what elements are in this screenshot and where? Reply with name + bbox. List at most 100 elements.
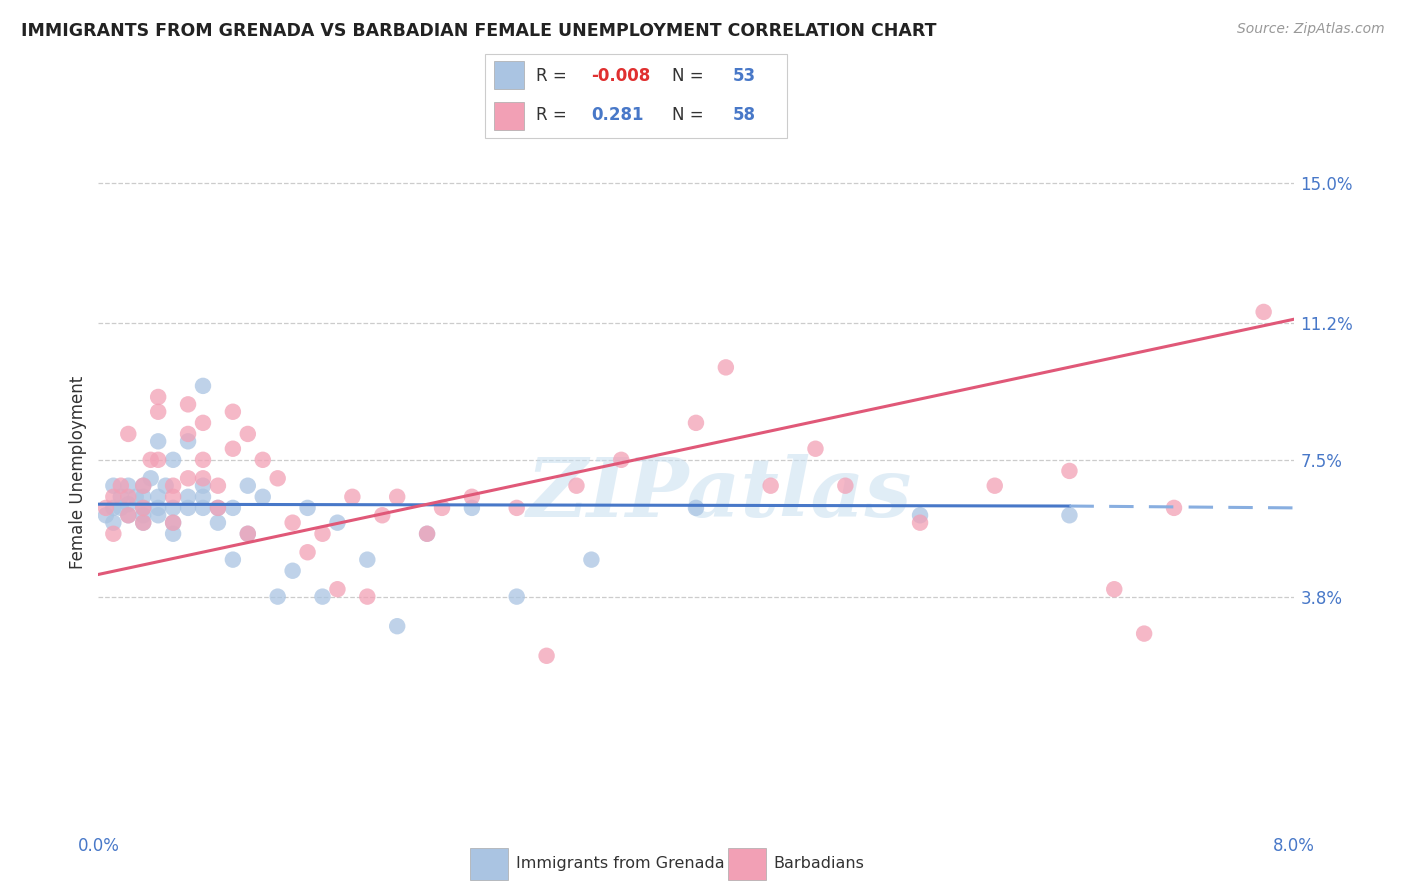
- Point: [162, 479, 184, 493]
- Point: [385, 619, 409, 633]
- Point: [162, 500, 184, 515]
- Point: [610, 452, 633, 467]
- Point: [177, 490, 200, 504]
- Point: [132, 500, 155, 515]
- Point: [103, 526, 125, 541]
- Point: [132, 516, 155, 530]
- Point: [191, 479, 214, 493]
- Text: R =: R =: [537, 67, 572, 85]
- Point: [908, 508, 931, 523]
- Point: [162, 452, 184, 467]
- Point: [103, 500, 125, 515]
- Text: -0.008: -0.008: [591, 67, 650, 85]
- Point: [207, 479, 229, 493]
- Point: [222, 500, 245, 515]
- Text: Immigrants from Grenada: Immigrants from Grenada: [516, 855, 724, 871]
- Point: [834, 479, 856, 493]
- Point: [506, 590, 529, 604]
- Point: [103, 516, 125, 530]
- Point: [1133, 626, 1156, 640]
- Point: [267, 471, 290, 485]
- Point: [148, 500, 170, 515]
- Point: [191, 500, 214, 515]
- Point: [177, 434, 200, 449]
- Point: [252, 452, 274, 467]
- Point: [94, 508, 117, 523]
- Point: [207, 516, 229, 530]
- Point: [416, 526, 439, 541]
- Point: [222, 442, 245, 456]
- Text: N =: N =: [672, 67, 710, 85]
- Point: [117, 490, 139, 504]
- Point: [132, 479, 155, 493]
- Point: [132, 500, 155, 515]
- Point: [236, 479, 259, 493]
- Point: [148, 508, 170, 523]
- Point: [252, 490, 274, 504]
- Point: [759, 479, 782, 493]
- Text: 53: 53: [733, 67, 756, 85]
- FancyBboxPatch shape: [470, 848, 508, 880]
- Point: [132, 508, 155, 523]
- Point: [416, 526, 439, 541]
- Point: [117, 497, 139, 511]
- Point: [908, 516, 931, 530]
- Point: [983, 479, 1005, 493]
- Point: [191, 416, 214, 430]
- Point: [177, 426, 200, 441]
- Point: [267, 590, 290, 604]
- Point: [236, 426, 259, 441]
- Point: [148, 490, 170, 504]
- Point: [236, 526, 259, 541]
- Point: [132, 516, 155, 530]
- FancyBboxPatch shape: [494, 102, 524, 130]
- Point: [461, 490, 484, 504]
- Point: [94, 500, 117, 515]
- Point: [536, 648, 558, 663]
- FancyBboxPatch shape: [494, 62, 524, 89]
- Point: [685, 416, 707, 430]
- Point: [191, 452, 214, 467]
- Point: [714, 360, 737, 375]
- Point: [326, 516, 349, 530]
- Point: [139, 471, 162, 485]
- Point: [155, 479, 177, 493]
- Point: [117, 508, 139, 523]
- Point: [207, 500, 229, 515]
- Point: [110, 479, 132, 493]
- Point: [1102, 582, 1125, 597]
- Point: [191, 471, 214, 485]
- Point: [162, 490, 184, 504]
- Point: [506, 500, 529, 515]
- Point: [117, 479, 139, 493]
- Point: [148, 390, 170, 404]
- Text: 58: 58: [733, 106, 756, 124]
- Point: [207, 500, 229, 515]
- Point: [132, 490, 155, 504]
- Point: [356, 590, 378, 604]
- Text: R =: R =: [537, 106, 572, 124]
- Point: [139, 452, 162, 467]
- Point: [177, 471, 200, 485]
- Point: [385, 490, 409, 504]
- Point: [177, 397, 200, 411]
- Point: [110, 490, 132, 504]
- Point: [326, 582, 349, 597]
- Point: [356, 552, 378, 566]
- Point: [177, 500, 200, 515]
- Point: [162, 526, 184, 541]
- Point: [311, 590, 333, 604]
- Point: [1253, 305, 1275, 319]
- Point: [191, 490, 214, 504]
- Point: [281, 564, 304, 578]
- Point: [162, 516, 184, 530]
- Text: Source: ZipAtlas.com: Source: ZipAtlas.com: [1237, 22, 1385, 37]
- FancyBboxPatch shape: [728, 848, 766, 880]
- Point: [297, 545, 319, 559]
- Point: [342, 490, 364, 504]
- Point: [804, 442, 827, 456]
- Point: [132, 479, 155, 493]
- Point: [148, 434, 170, 449]
- Y-axis label: Female Unemployment: Female Unemployment: [69, 376, 87, 569]
- Point: [162, 516, 184, 530]
